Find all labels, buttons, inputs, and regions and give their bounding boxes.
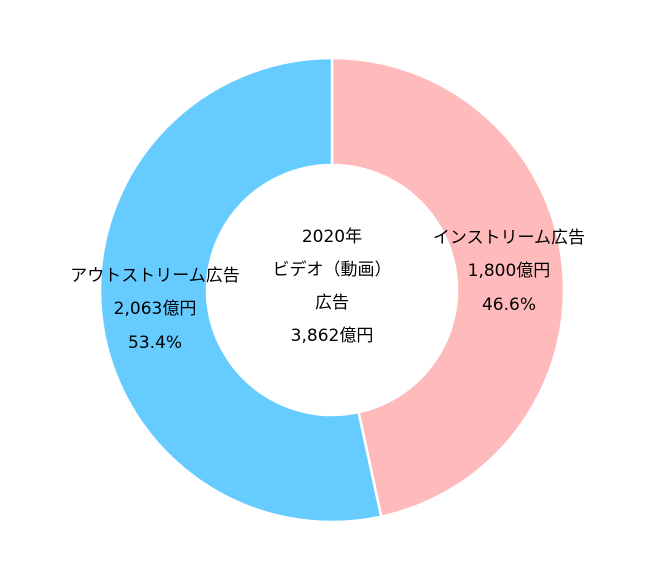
center-label: 広告 — [315, 293, 349, 313]
center-label: ビデオ（動画） — [273, 259, 392, 280]
center-label: 3,862億円 — [291, 326, 374, 346]
slice-category-label: インストリーム広告 — [433, 228, 585, 248]
slice-value-label: 1,800億円 — [468, 261, 551, 281]
center-label: 2020年 — [302, 227, 362, 247]
slice-percent-label: 46.6% — [482, 295, 536, 315]
donut-slice — [330, 56, 566, 519]
slice-value-label: 2,063億円 — [114, 299, 197, 319]
slice-category-label: アウトストリーム広告 — [70, 266, 240, 286]
slice-percent-label: 53.4% — [128, 333, 182, 353]
donut-slice — [98, 56, 383, 524]
